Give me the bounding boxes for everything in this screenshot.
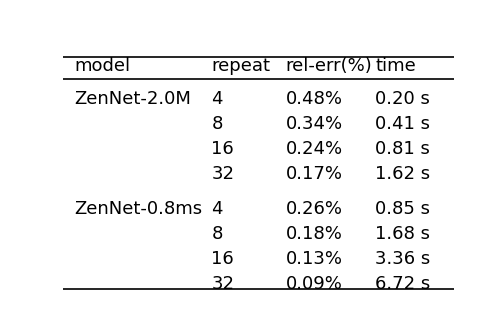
Text: rel-err(%): rel-err(%)	[286, 57, 372, 75]
Text: 32: 32	[212, 275, 234, 293]
Text: 1.62 s: 1.62 s	[375, 165, 430, 183]
Text: 0.13%: 0.13%	[286, 250, 343, 268]
Text: 32: 32	[212, 165, 234, 183]
Text: 0.48%: 0.48%	[286, 90, 343, 108]
Text: 0.85 s: 0.85 s	[375, 200, 430, 218]
Text: time: time	[375, 57, 416, 75]
Text: 0.26%: 0.26%	[286, 200, 343, 218]
Text: 0.18%: 0.18%	[286, 225, 343, 243]
Text: 8: 8	[212, 225, 223, 243]
Text: ZenNet-0.8ms: ZenNet-0.8ms	[75, 200, 203, 218]
Text: ZenNet-2.0M: ZenNet-2.0M	[75, 90, 192, 108]
Text: 0.34%: 0.34%	[286, 115, 343, 133]
Text: 0.24%: 0.24%	[286, 140, 343, 158]
Text: 8: 8	[212, 115, 223, 133]
Text: 0.09%: 0.09%	[286, 275, 343, 293]
Text: 0.20 s: 0.20 s	[375, 90, 430, 108]
Text: 0.41 s: 0.41 s	[375, 115, 430, 133]
Text: 4: 4	[212, 200, 223, 218]
Text: 0.17%: 0.17%	[286, 165, 343, 183]
Text: 0.81 s: 0.81 s	[375, 140, 430, 158]
Text: 3.36 s: 3.36 s	[375, 250, 431, 268]
Text: model: model	[75, 57, 131, 75]
Text: 16: 16	[212, 250, 234, 268]
Text: 16: 16	[212, 140, 234, 158]
Text: 6.72 s: 6.72 s	[375, 275, 431, 293]
Text: repeat: repeat	[212, 57, 271, 75]
Text: 4: 4	[212, 90, 223, 108]
Text: 1.68 s: 1.68 s	[375, 225, 430, 243]
